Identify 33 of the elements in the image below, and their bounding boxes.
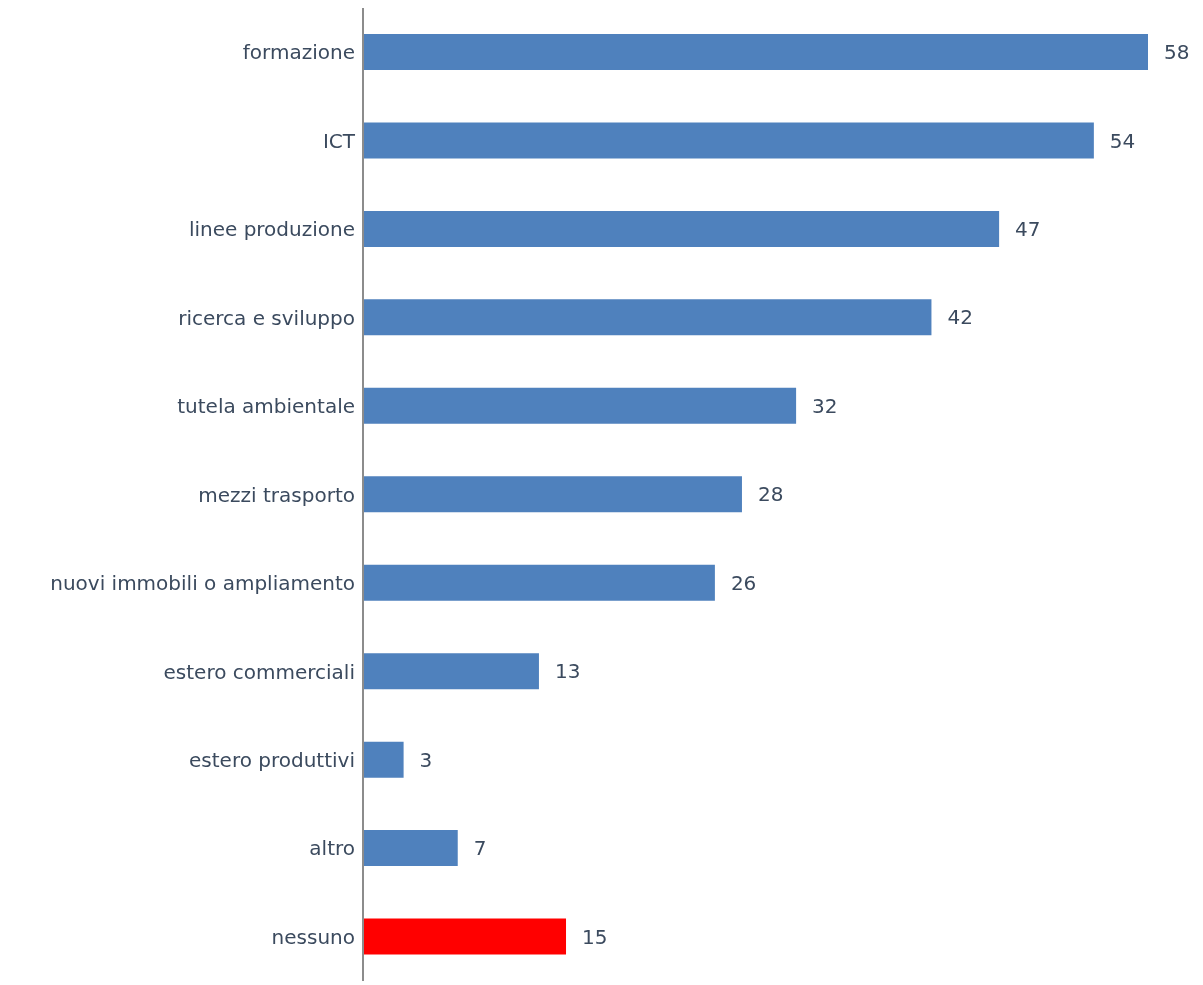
data-label: 7 <box>473 836 487 861</box>
data-label: 54 <box>1109 128 1136 153</box>
y-tick-label: ICT <box>322 128 356 153</box>
y-tick-label: altro <box>309 836 355 861</box>
bar <box>363 653 539 690</box>
bar <box>363 210 1000 247</box>
y-tick-label: nessuno <box>271 924 355 949</box>
bar <box>363 387 797 424</box>
y-tick-label: linee produzione <box>188 217 355 242</box>
data-label: 47 <box>1015 217 1041 242</box>
bar <box>363 299 932 336</box>
data-label: 28 <box>757 482 784 507</box>
data-label: 58 <box>1164 40 1190 65</box>
y-tick-label: mezzi trasporto <box>198 482 355 507</box>
data-label: 42 <box>947 305 973 330</box>
bar <box>363 830 458 867</box>
data-label: 13 <box>554 659 581 684</box>
y-tick-label: tutela ambientale <box>177 394 355 419</box>
bar <box>363 741 404 778</box>
y-tick-label: nuovi immobili o ampliamento <box>50 571 355 596</box>
bar <box>363 122 1094 159</box>
y-tick-label: estero commerciali <box>163 659 355 684</box>
data-label: 26 <box>730 570 757 595</box>
y-tick-label: formazione <box>242 40 355 65</box>
data-label: 3 <box>419 747 433 772</box>
bar <box>363 918 567 955</box>
bar <box>363 564 715 601</box>
bar <box>363 34 1148 70</box>
y-tick-label: estero produttivi <box>189 747 355 772</box>
bar <box>363 476 742 513</box>
y-tick-label: ricerca e sviluppo <box>178 305 355 330</box>
data-label: 15 <box>582 924 608 949</box>
data-label: 32 <box>812 393 838 418</box>
